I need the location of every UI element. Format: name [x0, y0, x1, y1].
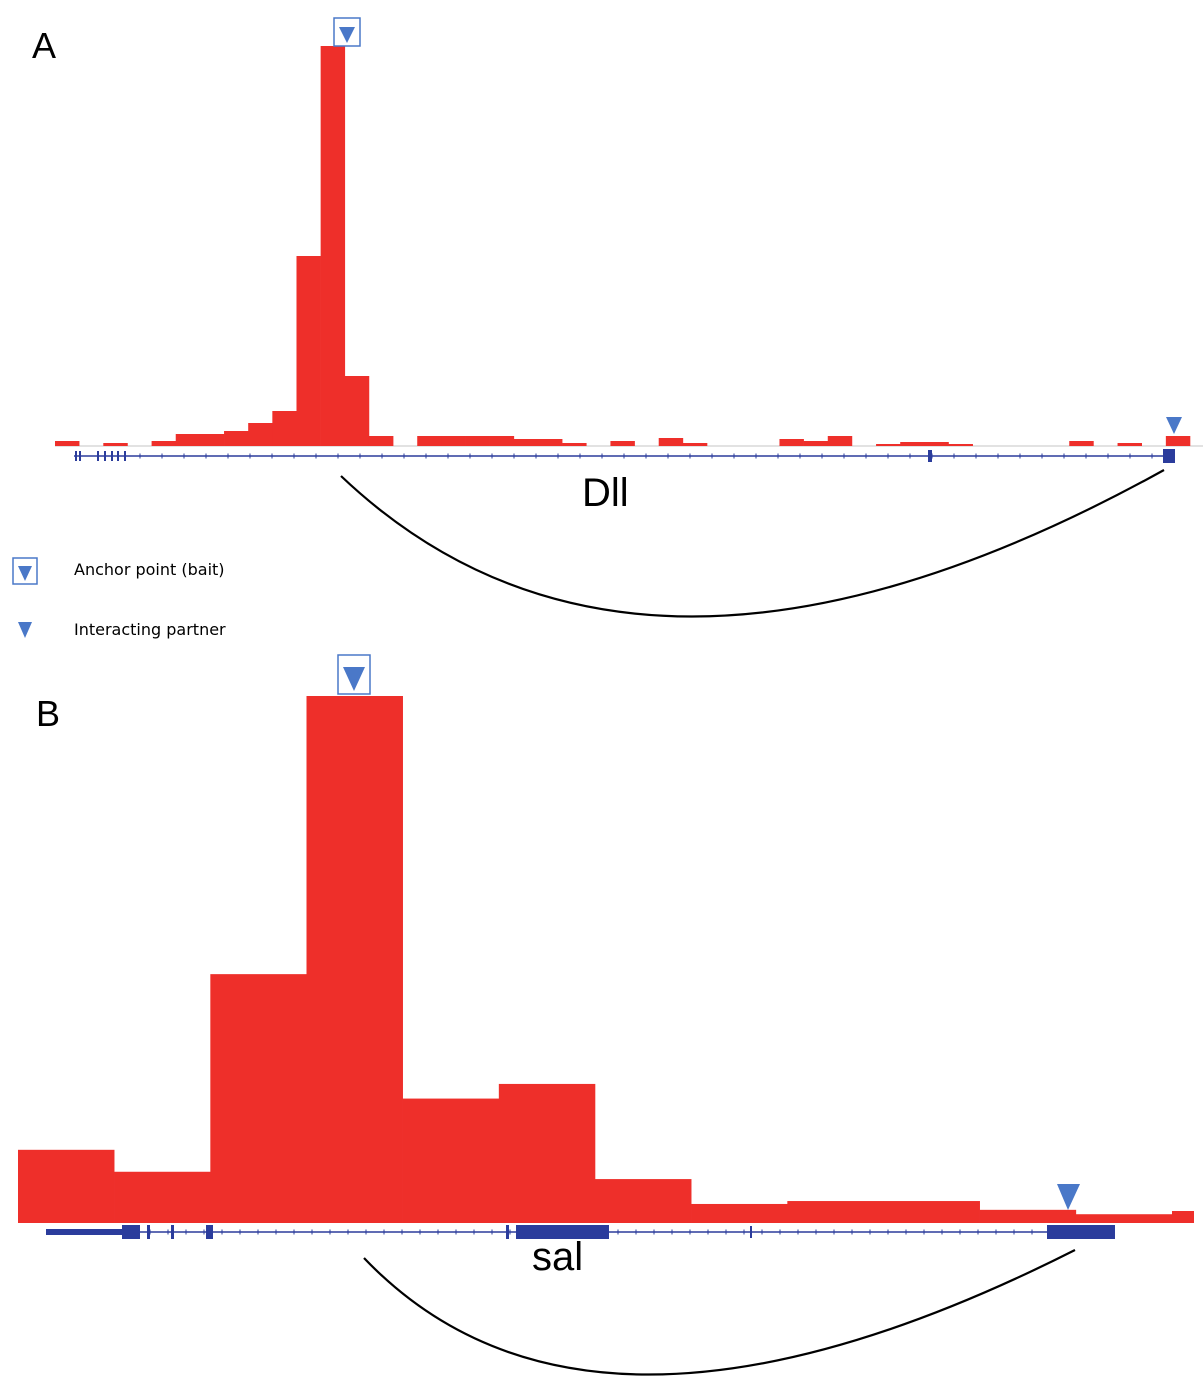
signal-bin-bar [175, 434, 201, 446]
signal-bin-bar [537, 439, 563, 446]
panel-b-anchor-marker [337, 654, 371, 695]
signal-bin-bar [900, 442, 925, 446]
signal-bin-bar [562, 443, 587, 446]
exon [46, 1229, 124, 1235]
exon [111, 451, 113, 461]
panel-b-signal-track [18, 696, 1194, 1224]
signal-bin-bar [114, 1171, 211, 1223]
signal-bin-bar [465, 436, 490, 446]
panel-a-gene-model [74, 449, 1175, 463]
signal-bin-bar [979, 1209, 1077, 1224]
panel-b: B sal [18, 654, 1194, 1376]
exon [104, 451, 106, 461]
signal-bin-bar [320, 46, 346, 446]
exon [147, 1225, 150, 1239]
exon [206, 1225, 213, 1239]
signal-bin-bar [1075, 1214, 1173, 1223]
exon [171, 1225, 174, 1239]
panel-a-letter: A [32, 25, 56, 66]
signal-bin-bar [787, 1201, 884, 1223]
panel-a-anchor-marker [333, 17, 361, 47]
signal-bin-bar [691, 1203, 788, 1223]
signal-bin-bar [513, 439, 539, 446]
exon [117, 451, 119, 461]
panel-a-interaction-arc [340, 469, 1165, 618]
legend-item-anchor: Anchor point (bait) [12, 557, 225, 585]
panel-b-partner-marker-icon [1057, 1184, 1080, 1210]
exon [516, 1225, 609, 1239]
exon [506, 1225, 509, 1239]
signal-bin-bar [948, 444, 973, 446]
signal-bin-bar [1117, 443, 1142, 446]
exon [124, 451, 126, 461]
anchor-triangle-icon [339, 27, 355, 43]
signal-bin-bar [224, 431, 249, 446]
signal-bin-bar [489, 436, 515, 446]
exon [750, 1226, 752, 1238]
legend-partner-label: Interacting partner [74, 620, 226, 639]
exon [122, 1225, 140, 1239]
signal-bin-bar [441, 436, 466, 446]
signal-bin-bar [272, 411, 297, 446]
legend: Anchor point (bait) Interacting partner [12, 557, 226, 639]
signal-bin-bar [199, 434, 225, 446]
signal-bin-bar [1069, 441, 1094, 446]
signal-bin-bar [876, 444, 901, 446]
signal-bin-bar [368, 436, 394, 446]
signal-bin-bar [18, 1149, 115, 1223]
signal-bin-bar [306, 696, 403, 1223]
signal-bin-bar [610, 441, 635, 446]
signal-bin-bar [55, 441, 80, 446]
legend-item-partner: Interacting partner [18, 620, 226, 639]
panel-b-gene-label: sal [532, 1235, 583, 1279]
anchor-triangle-icon [343, 667, 365, 691]
exon [79, 451, 81, 461]
exon [1163, 449, 1175, 463]
signal-bin-bar [779, 439, 804, 446]
signal-bin-bar [417, 436, 442, 446]
gene-strand-ticks [139, 453, 1153, 459]
signal-bin-bar [803, 441, 829, 446]
signal-bin-bar [151, 441, 177, 446]
signal-bin-bar [595, 1179, 692, 1223]
signal-bin-bar [296, 256, 321, 446]
panel-a-signal-track [55, 46, 1191, 446]
panel-a-partner-marker-icon [1166, 417, 1182, 434]
panel-a-gene-label: Dll [582, 471, 629, 515]
legend-anchor-label: Anchor point (bait) [74, 560, 225, 579]
signal-bin-bar [827, 436, 853, 446]
signal-bin-bar [883, 1201, 980, 1223]
signal-bin-bar [924, 442, 949, 446]
signal-bin-bar [402, 1098, 500, 1223]
exon [928, 450, 932, 462]
signal-bin-bar [682, 443, 708, 446]
panel-b-gene-model [46, 1225, 1115, 1239]
signal-bin-bar [658, 438, 684, 446]
exon [1047, 1225, 1115, 1239]
signal-bin-bar [498, 1083, 596, 1223]
exon [97, 451, 99, 461]
signal-bin-bar [1165, 436, 1191, 446]
boxed-down-triangle-icon [18, 566, 32, 581]
signal-bin-bar [210, 974, 307, 1223]
signal-bin-bar [103, 443, 128, 446]
exon [75, 451, 77, 461]
signal-bin-bar [248, 423, 273, 446]
signal-bin-bar [344, 376, 370, 446]
panel-b-letter: B [36, 693, 60, 734]
panel-a: A Dll [32, 17, 1203, 618]
signal-bin-bar [1172, 1211, 1194, 1223]
panel-b-interaction-arc [363, 1249, 1076, 1376]
down-triangle-icon [18, 622, 32, 638]
